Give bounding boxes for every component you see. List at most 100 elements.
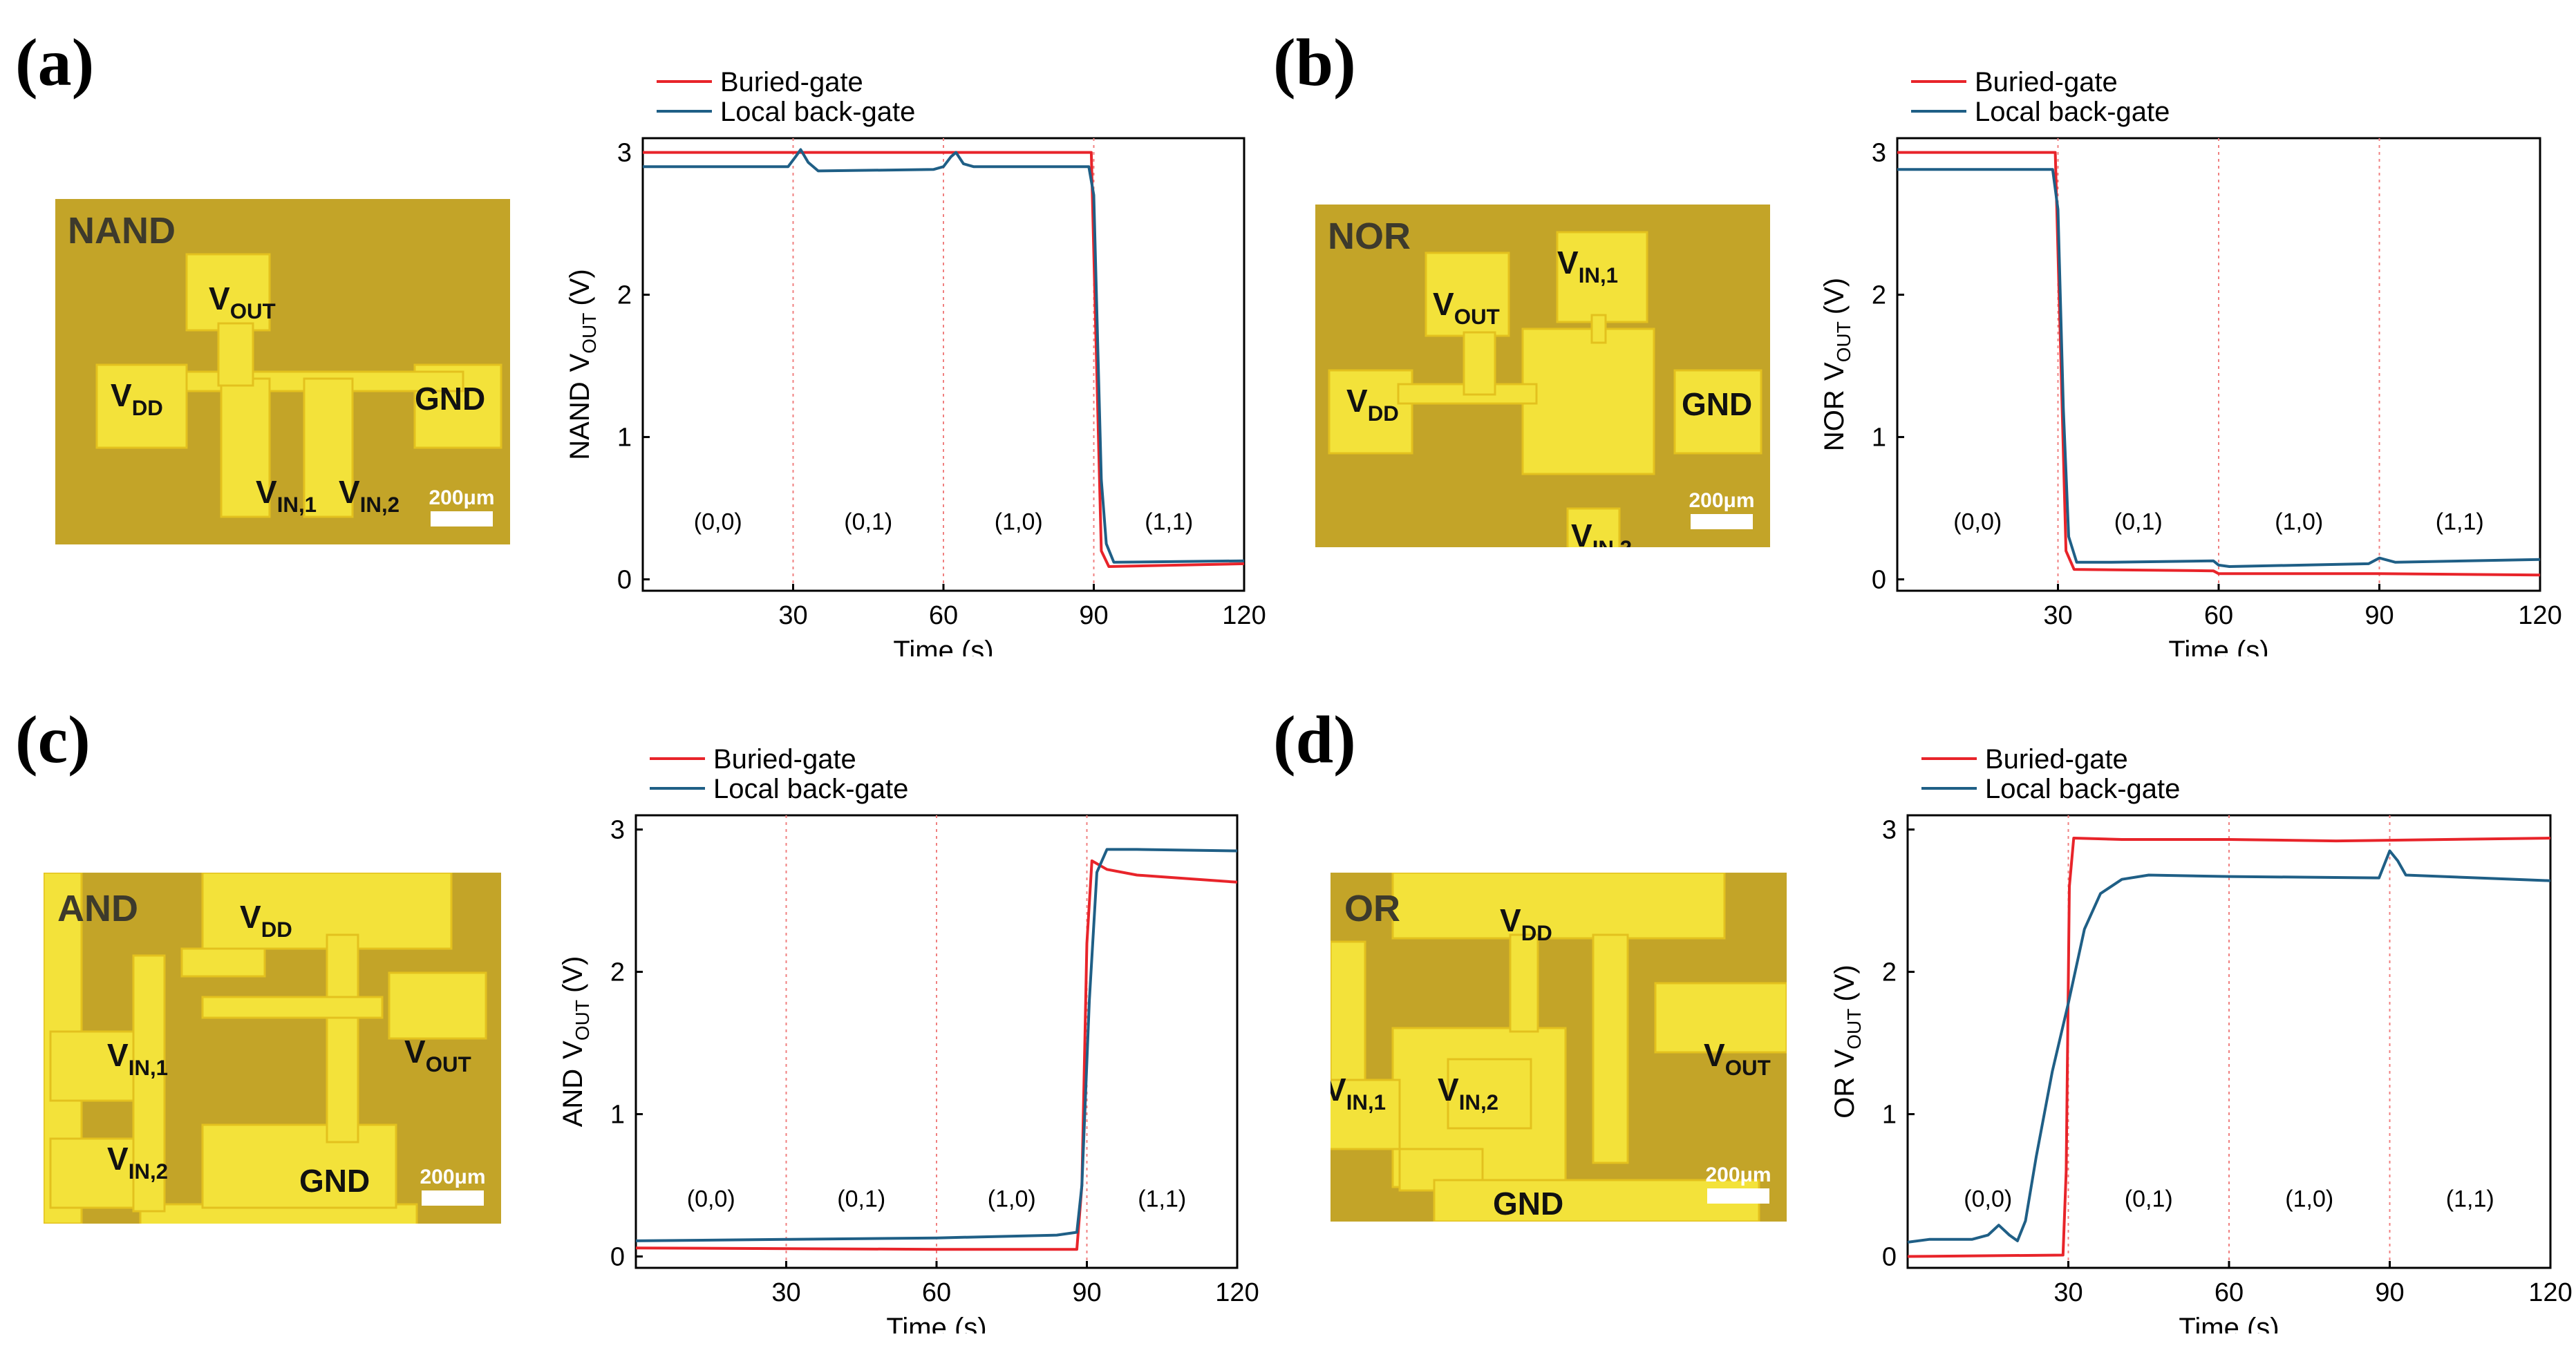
state-label: (0,0): [1964, 1186, 2012, 1212]
metal-pad: [201, 1123, 397, 1209]
chart-nand: 30 60 90 120 0 1 2 3 (0,0) (0,1) (1,0) (1,1) Time (s…: [565, 67, 1266, 656]
series-line-local-back-gate: [1897, 168, 2541, 568]
state-label: (0,1): [2125, 1186, 2173, 1212]
y-axis-label-gate: NOR: [1819, 390, 1850, 451]
x-tick-label: 60: [929, 601, 958, 630]
metal-pad: [1328, 369, 1413, 455]
x-tick-label: 30: [2043, 601, 2072, 630]
y-axis-label-sub: OUT: [1833, 321, 1854, 362]
vdd-label: VDD: [240, 899, 292, 942]
vout-label: VOUT: [1433, 286, 1500, 329]
y-tick-label: 3: [617, 139, 632, 168]
metal-pad: [388, 971, 487, 1040]
metal-pad: [1556, 231, 1648, 323]
gnd-label: GND: [415, 381, 485, 417]
gnd-label-base: GND: [299, 1163, 370, 1199]
state-label: (1,1): [2446, 1186, 2494, 1212]
series-line-local-back-gate: [643, 148, 1245, 564]
state-label: (1,0): [995, 509, 1043, 535]
metal-pad: [1592, 933, 1629, 1164]
x-tick-label: 90: [2375, 1278, 2404, 1307]
legend-label: Local back-gate: [1975, 97, 2170, 127]
vout-label: VOUT: [404, 1034, 471, 1076]
x-tick-label: 60: [922, 1278, 951, 1307]
vdd-label-sub: DD: [1368, 401, 1399, 426]
y-axis-label-tail: (V): [565, 269, 595, 305]
y-axis-label: NAND VOUT (V): [565, 269, 600, 459]
metal-pad: [49, 1030, 142, 1102]
y-tick-label: 1: [1882, 1101, 1897, 1130]
chart-or: 30 60 90 120 0 1 2 3 (0,0) (0,1) (1,0) (1,1) Time (s…: [1830, 744, 2573, 1333]
x-tick-label: 120: [2528, 1278, 2572, 1307]
x-tick-label: 30: [2053, 1278, 2083, 1307]
gnd-label: GND: [299, 1163, 370, 1199]
y-axis-label-v: V: [558, 1041, 588, 1059]
vin1-label-sub: IN,1: [277, 493, 317, 517]
x-tick-label: 120: [1222, 601, 1266, 630]
state-label: (0,1): [837, 1186, 885, 1212]
state-label: (1,1): [1138, 1186, 1186, 1212]
vin2-label-sub: IN,2: [1459, 1090, 1498, 1114]
gnd-label: GND: [1493, 1186, 1563, 1222]
vin2-label-base: V: [1571, 518, 1592, 547]
state-label: (1,0): [2285, 1186, 2333, 1212]
y-tick-label: 0: [610, 1243, 625, 1272]
metal-pad: [217, 322, 254, 387]
vin1-label-base: V: [107, 1037, 129, 1073]
x-axis-label: Time (s): [886, 1313, 986, 1333]
x-tick-label: 120: [1215, 1278, 1259, 1307]
gnd-label-base: GND: [1682, 386, 1752, 422]
vin2-label: VIN,2: [107, 1141, 168, 1184]
vdd-label-base: V: [240, 899, 261, 935]
y-axis-label-gate: AND: [558, 1069, 588, 1127]
y-axis-label-v: V: [1830, 1049, 1860, 1067]
vin2-label: VIN,2: [339, 474, 399, 517]
y-axis-label-gate: NAND: [565, 381, 595, 459]
metal-pad: [1425, 251, 1510, 337]
vin1-label-sub: IN,1: [1346, 1090, 1386, 1114]
panel-letter-a: (a): [15, 26, 95, 100]
chart-and: 30 60 90 120 0 1 2 3 (0,0) (0,1) (1,0) (1,1) Time (s…: [558, 744, 1259, 1333]
vout-label-sub: OUT: [426, 1052, 471, 1076]
state-label: (1,0): [988, 1186, 1036, 1212]
y-axis-label: OR VOUT (V): [1830, 965, 1865, 1118]
metal-pad: [1521, 327, 1655, 475]
vout-label: VOUT: [209, 281, 276, 323]
y-axis-label-tail: (V): [558, 956, 588, 993]
y-axis-label-sub: OUT: [572, 1000, 593, 1041]
metal-pad: [49, 1137, 142, 1209]
y-tick-label: 1: [610, 1101, 625, 1130]
gnd-label-base: GND: [415, 381, 485, 417]
y-tick-label: 1: [1872, 424, 1886, 453]
scalebar: [1691, 514, 1753, 529]
vout-label-sub: OUT: [1454, 305, 1500, 329]
vdd-label-base: V: [1500, 902, 1521, 938]
vdd-label-sub: DD: [1521, 921, 1552, 945]
y-tick-label: 3: [1872, 139, 1886, 168]
y-axis-label-sub: OUT: [579, 313, 600, 354]
vout-label-sub: OUT: [230, 299, 276, 323]
state-label: (1,1): [2436, 509, 2484, 535]
metal-pad: [1433, 1179, 1760, 1222]
vdd-label-base: V: [1346, 383, 1368, 419]
scalebar: [431, 511, 493, 526]
vdd-label-sub: DD: [132, 396, 163, 420]
metal-pad: [1391, 873, 1726, 940]
vin1-label: VIN,1: [256, 474, 317, 517]
y-tick-label: 2: [617, 281, 632, 310]
vdd-label: VDD: [111, 377, 163, 420]
metal-pad: [132, 954, 166, 1213]
gnd-label-base: GND: [1493, 1186, 1563, 1222]
vout-label-base: V: [1704, 1037, 1725, 1073]
vin1-label-sub: IN,1: [129, 1056, 168, 1080]
vin1-label-base: V: [1557, 245, 1579, 281]
y-tick-label: 3: [610, 816, 625, 845]
x-tick-label: 90: [1072, 1278, 1101, 1307]
metal-pad: [1509, 933, 1539, 1033]
y-tick-label: 0: [1872, 566, 1886, 595]
vin2-label-base: V: [339, 474, 360, 510]
series-line-buried-gate: [635, 859, 1238, 1251]
x-axis-label: Time (s): [893, 636, 993, 656]
vin2-label: VIN,2: [1438, 1072, 1498, 1114]
